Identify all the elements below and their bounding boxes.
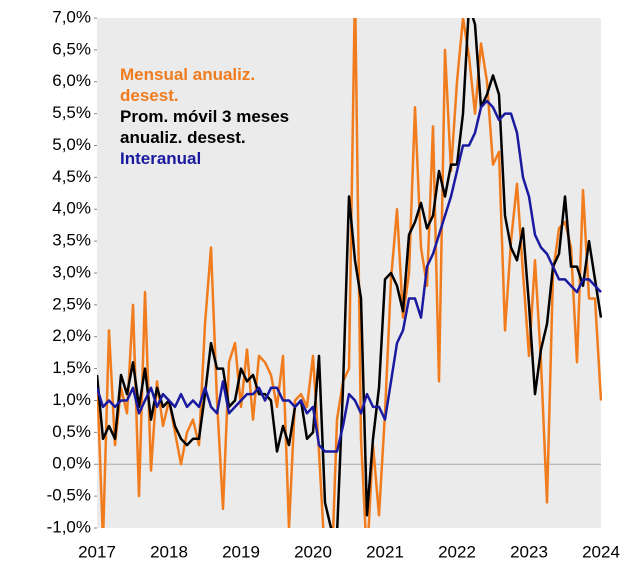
series-line xyxy=(97,99,602,453)
y-tick-label: 5,5% xyxy=(52,103,91,122)
legend-entry: Prom. móvil 3 meses anualiz. desest. xyxy=(120,107,290,147)
y-tick-label: 1,5% xyxy=(52,358,91,377)
legend-entry: Mensual anualiz. desest. xyxy=(120,65,256,105)
y-tick-label: 7,0% xyxy=(52,7,91,26)
y-tick-label: 3,5% xyxy=(52,231,91,250)
y-tick-label: 4,5% xyxy=(52,167,91,186)
x-tick-label: 2023 xyxy=(510,542,548,561)
y-tick-label: 6,0% xyxy=(52,71,91,90)
plot-background xyxy=(97,18,601,528)
x-tick-label: 2017 xyxy=(78,542,116,561)
x-tick-label: 2020 xyxy=(294,542,332,561)
y-tick-label: -1,0% xyxy=(47,517,91,536)
legend-entry: Interanual xyxy=(120,149,202,168)
y-tick-label: 2,0% xyxy=(52,326,91,345)
x-tick-label: 2021 xyxy=(366,542,404,561)
y-tick-label: 5,0% xyxy=(52,135,91,154)
y-tick-label: 3,0% xyxy=(52,262,91,281)
series-line xyxy=(97,18,602,528)
y-tick-label: -0,5% xyxy=(47,486,91,505)
x-tick-label: 2024 xyxy=(582,542,620,561)
legend: Mensual anualiz. desest. Prom. móvil 3 me… xyxy=(120,64,300,169)
x-tick-label: 2019 xyxy=(222,542,260,561)
y-tick-label: 4,0% xyxy=(52,199,91,218)
y-tick-label: 1,0% xyxy=(52,390,91,409)
y-tick-label: 6,5% xyxy=(52,39,91,58)
y-tick-label: 0,0% xyxy=(52,454,91,473)
plot-lines xyxy=(97,18,602,528)
y-tick-label: 0,5% xyxy=(52,422,91,441)
x-tick-label: 2022 xyxy=(438,542,476,561)
y-tick-label: 2,5% xyxy=(52,294,91,313)
x-tick-label: 2018 xyxy=(150,542,188,561)
series-line xyxy=(97,18,602,528)
